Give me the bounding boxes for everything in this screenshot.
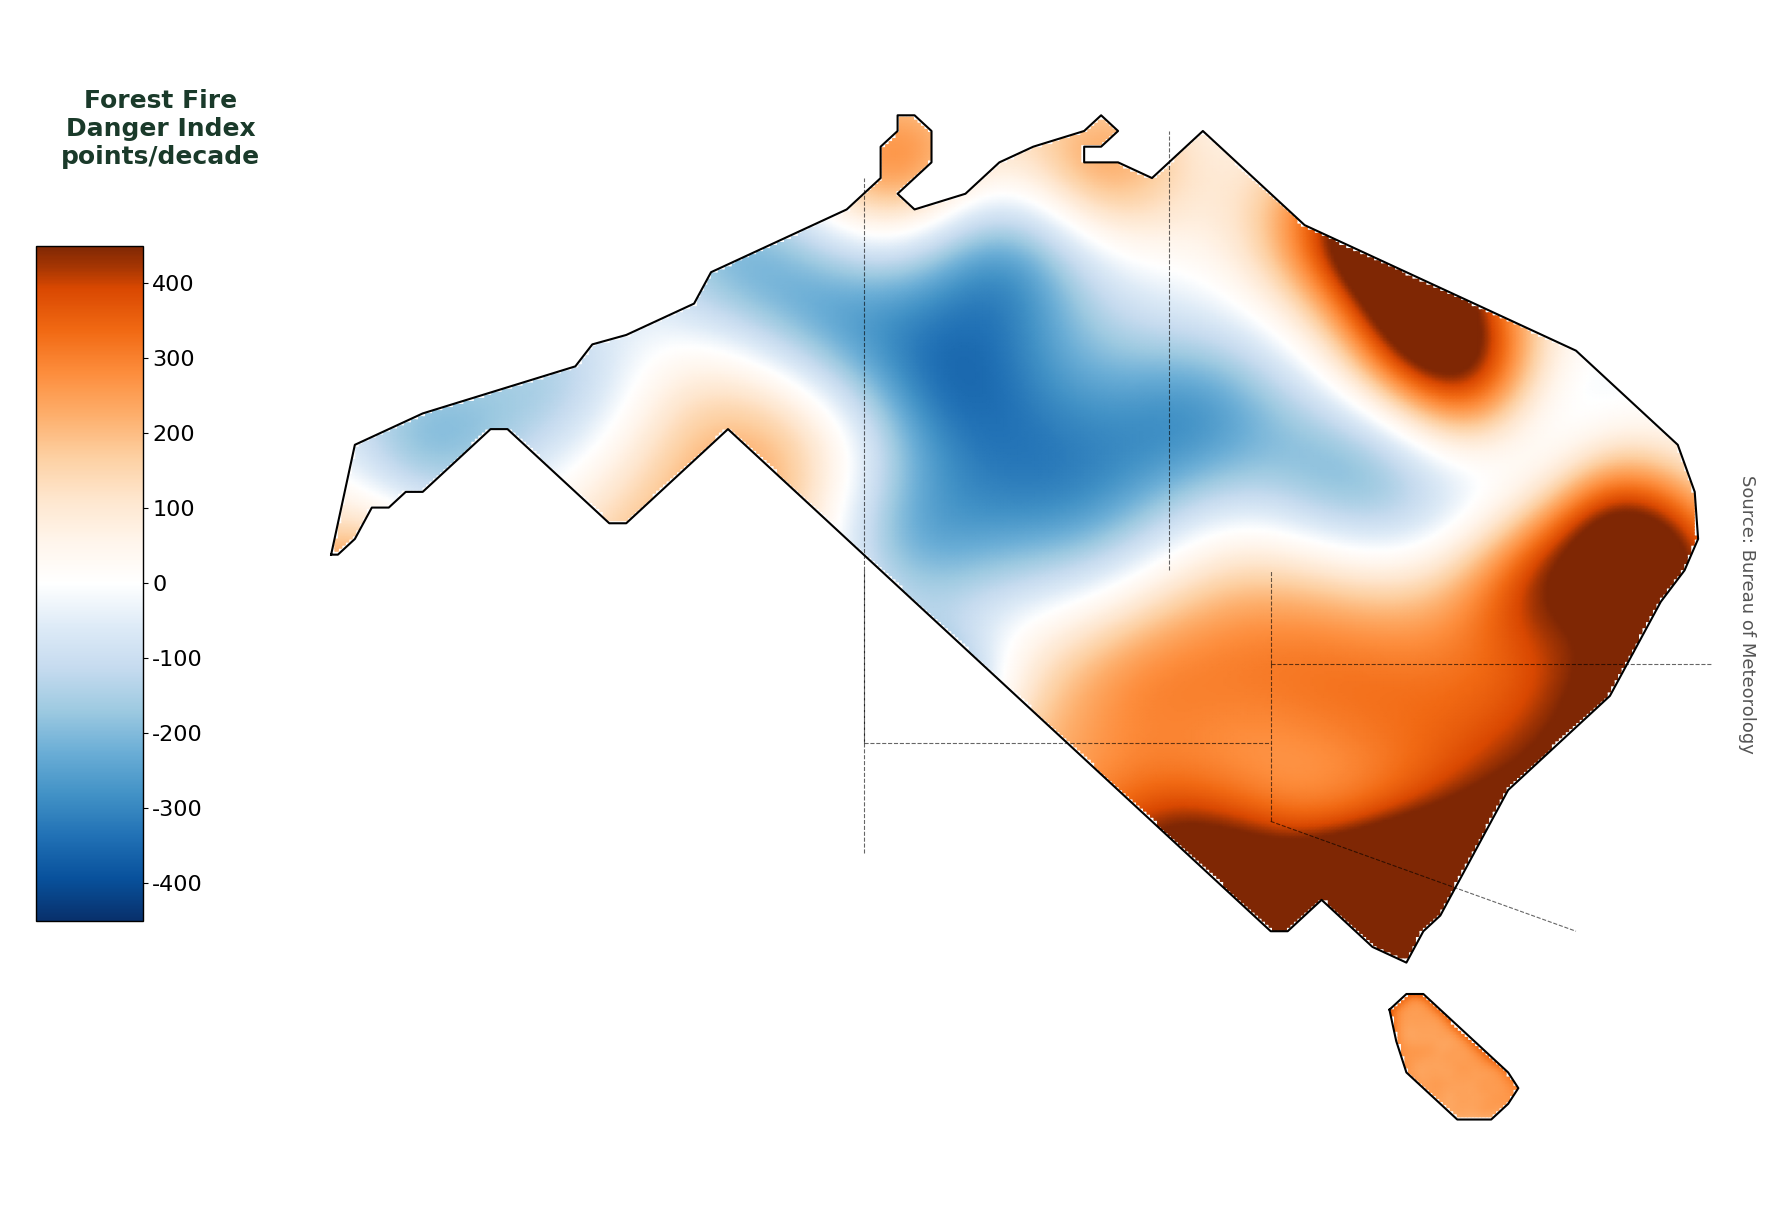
Text: Fire weather conditions are
mostly worsening, particularly
in the south and east: Fire weather conditions are mostly worse…: [424, 1041, 830, 1120]
Text: Source: Bureau of Meteorology: Source: Bureau of Meteorology: [1737, 474, 1755, 754]
Text: Forest Fire
Danger Index
points/decade: Forest Fire Danger Index points/decade: [61, 90, 260, 168]
